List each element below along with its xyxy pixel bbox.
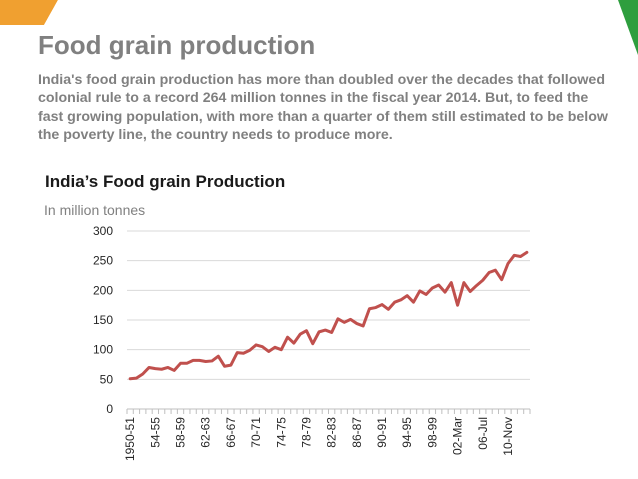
x-tick-label: 58-59: [174, 417, 188, 448]
x-tick-label: 1950-51: [123, 417, 137, 461]
x-tick-label: 62-63: [199, 417, 213, 448]
y-tick-label: 250: [93, 254, 113, 268]
x-tick-label: 10-Nov: [501, 417, 515, 456]
x-tick-label: 90-91: [375, 417, 389, 448]
y-tick-label: 300: [93, 224, 113, 238]
x-tick-label: 02-Mar: [451, 417, 465, 455]
x-tick-label: 98-99: [425, 417, 439, 448]
chart-subtitle: In million tonnes: [44, 202, 146, 218]
x-tick-label: 94-95: [400, 417, 414, 448]
y-tick-label: 0: [106, 402, 113, 416]
y-tick-label: 150: [93, 313, 113, 327]
x-tick-label: 86-87: [350, 417, 364, 448]
series-line: [128, 250, 529, 381]
intro-text: India's food grain production has more t…: [38, 72, 608, 143]
page-title: Food grain production: [38, 30, 316, 60]
corner-decoration-right: [618, 0, 638, 55]
y-tick-label: 200: [93, 283, 113, 297]
x-tick-label: 82-83: [325, 417, 339, 448]
x-tick-label: 78-79: [299, 417, 313, 448]
x-tick-label: 54-55: [148, 417, 162, 448]
x-tick-label: 70-71: [249, 417, 263, 448]
x-tick-label: 74-75: [274, 417, 288, 448]
chart-title: India’s Food grain Production: [45, 172, 286, 191]
y-tick-label: 100: [93, 343, 113, 357]
x-tick-label: 06-Jul: [476, 417, 490, 450]
x-tick-label: 66-67: [224, 417, 238, 448]
y-tick-label: 50: [100, 372, 114, 386]
corner-decoration: [0, 0, 70, 25]
